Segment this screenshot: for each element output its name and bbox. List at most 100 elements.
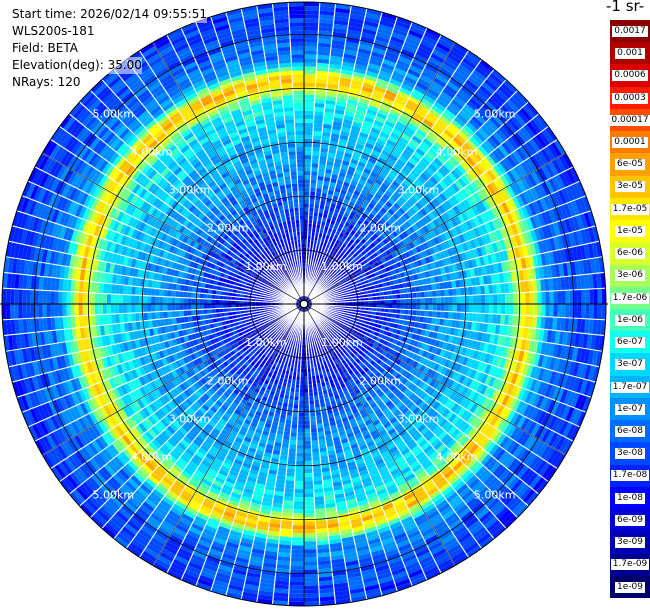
ppi-cell — [548, 432, 559, 447]
ppi-cell — [344, 256, 350, 262]
ppi-cell — [326, 272, 331, 278]
ppi-cell — [516, 338, 523, 350]
ppi-cell — [394, 20, 411, 30]
ppi-cell — [479, 187, 489, 200]
ppi-cell — [344, 245, 350, 251]
ppi-cell — [361, 149, 372, 157]
ppi-cell — [404, 126, 416, 136]
ppi-cell — [401, 167, 411, 176]
ppi-cell — [340, 69, 354, 76]
ppi-cell — [312, 135, 322, 140]
ppi-cell — [443, 128, 455, 140]
ppi-cell — [509, 152, 521, 166]
ppi-cell — [466, 457, 478, 470]
ppi-cell — [304, 223, 309, 228]
ppi-cell — [325, 164, 334, 171]
ppi-cell — [415, 370, 423, 379]
ppi-cell — [310, 171, 318, 176]
ppi-cell — [572, 361, 580, 377]
ppi-cell — [316, 62, 330, 68]
ppi-cell — [472, 463, 484, 475]
ppi-cell — [329, 322, 334, 327]
ppi-cell — [552, 386, 561, 401]
ppi-cell — [460, 422, 471, 434]
ppi-cell — [480, 285, 485, 295]
ppi-cell — [438, 405, 448, 416]
ppi-cell — [548, 177, 558, 193]
ppi-cell — [490, 323, 497, 335]
ppi-cell — [455, 262, 462, 272]
ppi-cell — [365, 12, 382, 21]
ppi-cell — [520, 315, 526, 328]
ppi-cell — [430, 80, 445, 92]
ppi-cell — [460, 452, 472, 464]
ppi-cell — [530, 328, 537, 341]
ppi-cell — [296, 440, 304, 445]
ppi-cell — [464, 54, 480, 67]
ppi-cell — [597, 288, 602, 304]
ppi-cell — [440, 366, 448, 376]
ppi-cell — [441, 273, 448, 282]
ppi-cell — [502, 249, 509, 262]
ppi-cell — [364, 164, 374, 172]
ppi-cell — [296, 448, 304, 453]
ppi-cell — [344, 195, 352, 201]
ppi-cell — [444, 423, 455, 434]
ppi-cell — [556, 317, 562, 331]
ppi-cell — [397, 225, 405, 233]
ppi-cell — [326, 214, 333, 220]
ppi-cell — [312, 219, 318, 225]
ppi-cell — [322, 319, 326, 323]
ppi-cell — [304, 480, 314, 486]
ppi-cell — [420, 304, 425, 311]
ppi-cell — [499, 435, 510, 449]
ppi-cell — [347, 25, 363, 33]
ppi-cell — [389, 183, 398, 192]
ppi-cell — [353, 67, 367, 75]
ppi-cell — [410, 321, 416, 328]
ppi-cell — [548, 384, 557, 400]
ppi-cell — [403, 258, 410, 265]
ppi-cell — [396, 340, 402, 347]
ppi-cell — [338, 336, 343, 341]
ppi-cell — [377, 390, 385, 398]
ppi-cell — [414, 397, 423, 407]
ppi-cell — [444, 398, 453, 409]
ppi-cell — [509, 96, 523, 110]
ppi-cell — [368, 296, 373, 301]
ppi-cell — [448, 77, 463, 89]
ppi-cell — [390, 74, 404, 84]
ppi-cell — [289, 440, 297, 445]
ppi-cell — [415, 163, 426, 173]
ppi-cell — [445, 388, 454, 399]
ppi-cell — [577, 304, 582, 319]
ppi-cell — [446, 247, 454, 257]
ppi-cell — [495, 191, 505, 204]
ppi-cell — [474, 130, 487, 143]
ppi-cell — [379, 312, 385, 317]
ppi-cell — [305, 296, 307, 301]
ppi-cell — [435, 170, 445, 181]
ppi-cell — [432, 297, 437, 304]
ppi-cell — [307, 305, 312, 307]
ppi-cell — [291, 545, 304, 550]
ppi-cell — [324, 265, 329, 271]
ppi-cell — [471, 150, 483, 163]
ppi-cell — [322, 213, 328, 219]
ppi-cell — [307, 304, 312, 307]
ppi-cell — [349, 347, 355, 353]
ppi-cell — [324, 172, 332, 178]
ppi-cell — [406, 401, 415, 410]
ppi-cell — [472, 69, 487, 82]
ppi-cell — [557, 290, 562, 304]
ppi-cell — [411, 88, 425, 99]
ppi-cell — [347, 323, 352, 328]
ppi-cell — [446, 105, 459, 117]
ppi-cell — [424, 385, 433, 394]
ppi-cell — [307, 306, 311, 310]
ppi-cell — [420, 310, 425, 317]
ppi-cell — [594, 334, 601, 351]
ppi-cell — [546, 264, 553, 279]
ppi-cell — [296, 452, 304, 457]
ppi-cell — [474, 465, 487, 478]
